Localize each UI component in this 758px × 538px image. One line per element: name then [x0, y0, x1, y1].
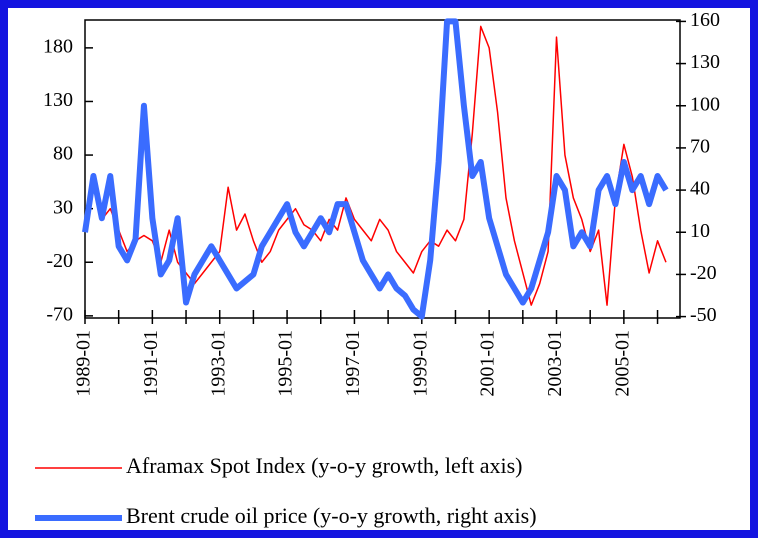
y-tick-label: 30 [53, 196, 73, 218]
y2-tick-label: 100 [690, 93, 720, 115]
y2-tick-label: 10 [690, 220, 710, 242]
y2-tick-label: -50 [690, 304, 717, 326]
y-tick-label: 180 [43, 35, 73, 57]
x-tick-label: 1999-01 [409, 330, 431, 397]
series-line [82, 18, 669, 320]
y2-tick-label: 160 [690, 9, 720, 31]
legend-label: Aframax Spot Index (y-o-y growth, left a… [126, 453, 523, 478]
y2-tick-label: 70 [690, 136, 710, 158]
y-tick-label: 130 [43, 89, 73, 111]
y-tick-label: -70 [46, 303, 73, 325]
x-tick-label: 2005-01 [611, 330, 633, 397]
x-tick-label: 1995-01 [275, 330, 297, 397]
x-tick-label: 1991-01 [140, 330, 162, 397]
y2-tick-label: 40 [690, 178, 710, 200]
legend-label: Brent crude oil price (y-o-y growth, rig… [126, 503, 537, 528]
y-tick-label: -20 [46, 250, 73, 272]
x-tick-label: 1989-01 [73, 330, 95, 397]
x-tick-label: 1993-01 [207, 330, 229, 397]
y2-tick-label: -20 [690, 262, 717, 284]
panel [8, 8, 750, 530]
y2-tick-label: 130 [690, 51, 720, 73]
x-tick-label: 1997-01 [342, 330, 364, 397]
x-tick-label: 2003-01 [544, 330, 566, 397]
plot-frame [84, 19, 681, 319]
x-tick-label: 2001-01 [477, 330, 499, 397]
y-tick-label: 80 [53, 143, 73, 165]
